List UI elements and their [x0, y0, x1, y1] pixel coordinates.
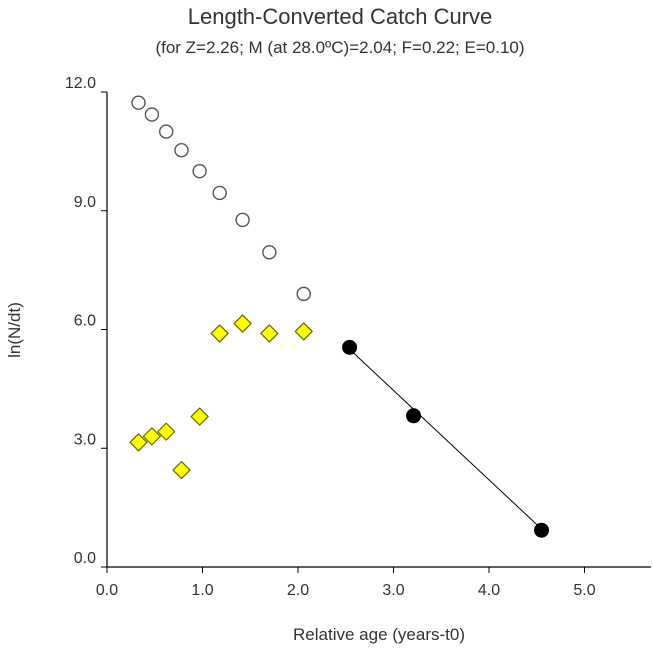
- x-tick-label: 1.0: [191, 582, 213, 599]
- filled-circle-point: [342, 339, 358, 355]
- x-tick-label: 4.0: [478, 582, 500, 599]
- regression-layer: [349, 348, 542, 530]
- yellow-diamond-point: [233, 314, 252, 333]
- open-circle-point: [144, 107, 160, 122]
- open-circle-point: [192, 163, 207, 179]
- y-tick-label: 0.0: [74, 550, 96, 567]
- x-tick-label: 0.0: [96, 582, 118, 599]
- yellow-diamond-point: [129, 433, 148, 452]
- y-tick-label: 12.0: [65, 75, 96, 92]
- y-tick-label: 3.0: [74, 431, 96, 448]
- open-circle-point: [174, 142, 189, 158]
- yellow-diamond-point: [260, 324, 279, 343]
- x-axis-label: Relative age (years-t0): [293, 625, 465, 644]
- y-tick-label: 6.0: [74, 313, 96, 330]
- chart-subtitle: (for Z=2.26; M (at 28.0ºC)=2.04; F=0.22;…: [155, 38, 524, 57]
- y-tick-label: 9.0: [74, 194, 96, 211]
- filled-circle-point: [406, 408, 422, 424]
- open-circle-point: [296, 286, 311, 302]
- yellow-diamond-point: [172, 460, 191, 480]
- y-axis-ticks: 0.0 3.0 6.0 9.0 12.0: [65, 75, 107, 568]
- regression-line: [349, 348, 542, 530]
- y-axis-label: ln(N/dt): [5, 302, 24, 358]
- x-tick-label: 2.0: [287, 582, 309, 599]
- yellow-diamond-point: [157, 422, 176, 441]
- open-circle-point: [235, 212, 250, 228]
- chart-title: Length-Converted Catch Curve: [188, 4, 493, 29]
- open-circle-point: [159, 124, 174, 139]
- points-layer: [129, 95, 550, 538]
- open-circle-point: [131, 95, 146, 110]
- yellow-diamond-point: [294, 322, 313, 341]
- x-tick-label: 5.0: [573, 582, 595, 599]
- yellow-diamond-point: [210, 324, 229, 343]
- x-tick-label: 3.0: [382, 582, 404, 599]
- filled-circle-point: [534, 522, 550, 538]
- yellow-diamond-point: [190, 407, 209, 426]
- x-axis-ticks: 0.0 1.0 2.0 3.0 4.0 5.0: [96, 567, 596, 599]
- yellow-diamond-point: [142, 427, 161, 446]
- open-circle-point: [262, 245, 277, 260]
- open-circle-point: [212, 185, 227, 201]
